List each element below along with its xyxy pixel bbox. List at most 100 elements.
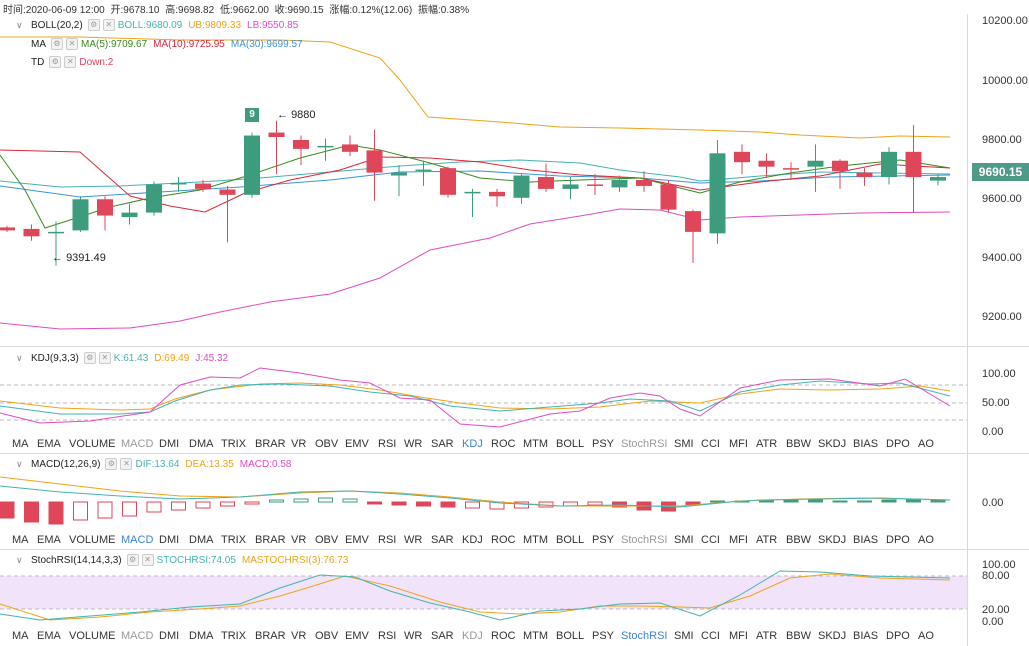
close-icon[interactable]: ✕	[102, 19, 115, 31]
tab-cci[interactable]: CCI	[701, 438, 720, 450]
tab-ema[interactable]: EMA	[37, 534, 61, 546]
tab-atr[interactable]: ATR	[756, 630, 778, 642]
tab-trix[interactable]: TRIX	[221, 534, 247, 546]
chevron-down-icon[interactable]: ∨	[16, 555, 23, 565]
chevron-down-icon[interactable]	[16, 39, 26, 49]
tab-vr[interactable]: VR	[291, 534, 307, 546]
chevron-down-icon[interactable]: ∨	[16, 353, 23, 363]
tab-stochrsi[interactable]: StochRSI	[621, 438, 668, 450]
tab-psy[interactable]: PSY	[592, 438, 615, 450]
tab-psy[interactable]: PSY	[592, 534, 615, 546]
tab-cci[interactable]: CCI	[701, 630, 720, 642]
tab-obv[interactable]: OBV	[315, 630, 339, 642]
tab-bbw[interactable]: BBW	[786, 630, 812, 642]
tab-bbw[interactable]: BBW	[786, 438, 812, 450]
tab-ao[interactable]: AO	[918, 630, 934, 642]
tab-skdj[interactable]: SKDJ	[818, 438, 847, 450]
close-icon[interactable]: ✕	[141, 554, 154, 566]
tab-smi[interactable]: SMI	[674, 630, 694, 642]
tab-dpo[interactable]: DPO	[886, 534, 910, 546]
close-icon[interactable]: ✕	[120, 458, 133, 470]
tab-trix[interactable]: TRIX	[221, 630, 247, 642]
tab-skdj[interactable]: SKDJ	[818, 534, 847, 546]
tab-dma[interactable]: DMA	[189, 630, 214, 642]
tab-roc[interactable]: ROC	[491, 534, 516, 546]
chevron-down-icon[interactable]	[16, 57, 26, 67]
tab-boll[interactable]: BOLL	[556, 438, 585, 450]
tab-volume[interactable]: VOLUME	[69, 438, 116, 450]
tab-dmi[interactable]: DMI	[159, 438, 180, 450]
tab-macd[interactable]: MACD	[121, 438, 154, 450]
tab-dmi[interactable]: DMI	[159, 534, 180, 546]
close-icon[interactable]: ✕	[66, 38, 78, 50]
tab-dmi[interactable]: DMI	[159, 630, 180, 642]
tab-stochrsi[interactable]: StochRSI	[621, 630, 668, 642]
tab-sar[interactable]: SAR	[431, 438, 454, 450]
tab-atr[interactable]: ATR	[756, 534, 778, 546]
tab-ma[interactable]: MA	[12, 534, 29, 546]
tab-ema[interactable]: EMA	[37, 630, 61, 642]
tab-roc[interactable]: ROC	[491, 630, 516, 642]
tab-rsi[interactable]: RSI	[378, 630, 397, 642]
chevron-down-icon[interactable]: ∨	[16, 459, 23, 469]
tab-vr[interactable]: VR	[291, 438, 307, 450]
tab-dpo[interactable]: DPO	[886, 630, 910, 642]
gear-icon[interactable]: ⚙	[126, 554, 139, 566]
close-icon[interactable]: ✕	[64, 56, 77, 68]
tab-emv[interactable]: EMV	[345, 630, 369, 642]
tab-smi[interactable]: SMI	[674, 534, 694, 546]
tab-mfi[interactable]: MFI	[729, 534, 748, 546]
close-icon[interactable]: ✕	[98, 352, 111, 364]
tab-macd[interactable]: MACD	[121, 630, 154, 642]
tab-wr[interactable]: WR	[404, 534, 423, 546]
gear-icon[interactable]: ⚙	[83, 352, 96, 364]
tab-boll[interactable]: BOLL	[556, 630, 585, 642]
tab-ma[interactable]: MA	[12, 438, 29, 450]
tab-emv[interactable]: EMV	[345, 438, 369, 450]
tab-roc[interactable]: ROC	[491, 438, 516, 450]
tab-volume[interactable]: VOLUME	[69, 630, 116, 642]
gear-icon[interactable]: ⚙	[51, 38, 63, 50]
tab-mfi[interactable]: MFI	[729, 630, 748, 642]
tab-boll[interactable]: BOLL	[556, 534, 585, 546]
tab-bbw[interactable]: BBW	[786, 534, 812, 546]
tab-kdj[interactable]: KDJ	[462, 534, 483, 546]
tab-mtm[interactable]: MTM	[523, 630, 549, 642]
chevron-down-icon[interactable]: ∨	[16, 20, 23, 30]
tab-bias[interactable]: BIAS	[853, 534, 879, 546]
tab-stochrsi[interactable]: StochRSI	[621, 534, 668, 546]
tab-kdj[interactable]: KDJ	[462, 630, 483, 642]
tab-skdj[interactable]: SKDJ	[818, 630, 847, 642]
tab-wr[interactable]: WR	[404, 438, 423, 450]
tab-wr[interactable]: WR	[404, 630, 423, 642]
tab-cci[interactable]: CCI	[701, 534, 720, 546]
tab-ma[interactable]: MA	[12, 630, 29, 642]
tab-volume[interactable]: VOLUME	[69, 534, 116, 546]
tab-vr[interactable]: VR	[291, 630, 307, 642]
tab-brar[interactable]: BRAR	[255, 630, 286, 642]
tab-mfi[interactable]: MFI	[729, 438, 748, 450]
tab-atr[interactable]: ATR	[756, 438, 778, 450]
tab-brar[interactable]: BRAR	[255, 438, 286, 450]
tab-rsi[interactable]: RSI	[378, 438, 397, 450]
tab-mtm[interactable]: MTM	[523, 438, 549, 450]
tab-dma[interactable]: DMA	[189, 438, 214, 450]
gear-icon[interactable]: ⚙	[49, 56, 62, 68]
tab-obv[interactable]: OBV	[315, 534, 339, 546]
tab-smi[interactable]: SMI	[674, 438, 694, 450]
tab-macd[interactable]: MACD	[121, 534, 154, 546]
tab-bias[interactable]: BIAS	[853, 438, 879, 450]
tab-dma[interactable]: DMA	[189, 534, 214, 546]
gear-icon[interactable]: ⚙	[105, 458, 118, 470]
tab-emv[interactable]: EMV	[345, 534, 369, 546]
tab-psy[interactable]: PSY	[592, 630, 615, 642]
tab-mtm[interactable]: MTM	[523, 534, 549, 546]
tab-ao[interactable]: AO	[918, 534, 934, 546]
tab-kdj[interactable]: KDJ	[462, 438, 483, 450]
tab-sar[interactable]: SAR	[431, 534, 454, 546]
tab-sar[interactable]: SAR	[431, 630, 454, 642]
tab-ao[interactable]: AO	[918, 438, 934, 450]
tab-rsi[interactable]: RSI	[378, 534, 397, 546]
tab-trix[interactable]: TRIX	[221, 438, 247, 450]
